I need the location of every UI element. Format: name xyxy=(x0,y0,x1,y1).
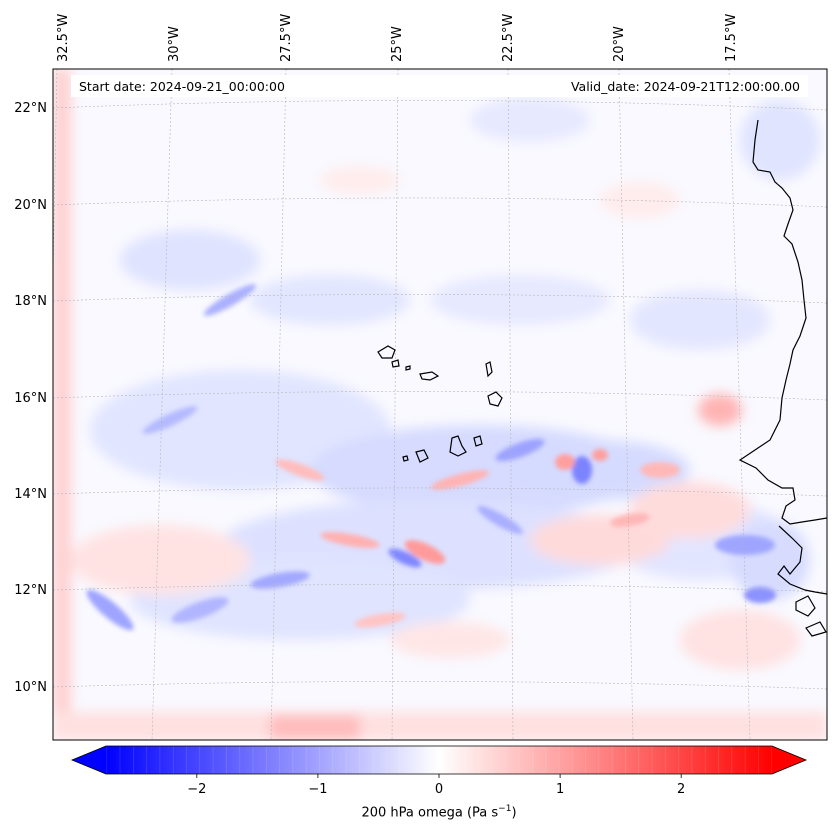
colorbar-tick-label: −1 xyxy=(308,782,327,797)
lat-label: 20°N xyxy=(14,198,47,213)
start-date-text: Start date: 2024-09-21_00:00:00 xyxy=(79,79,285,94)
lat-label: 14°N xyxy=(14,487,47,502)
colorbar-outline xyxy=(70,745,808,775)
colorbar-tick-label: 0 xyxy=(435,782,443,797)
lon-label: 22.5°W xyxy=(501,14,516,62)
latitude-labels: 22°N 20°N 18°N 16°N 14°N 12°N 10°N xyxy=(14,101,47,695)
lat-label: 22°N xyxy=(14,101,47,116)
coastline xyxy=(377,119,827,637)
colorbar-label-exponent: −1 xyxy=(498,804,512,814)
colorbar: −2 −1 0 1 2 xyxy=(70,745,808,797)
longitude-labels: 32.5°W 30°W 27.5°W 25°W 22.5°W 20°W 17.5… xyxy=(56,14,739,62)
lon-label: 20°W xyxy=(612,26,627,62)
lon-label: 30°W xyxy=(167,26,182,62)
map-frame xyxy=(52,68,828,741)
lon-label: 32.5°W xyxy=(56,14,71,62)
colorbar-min-extend xyxy=(72,746,106,774)
colorbar-tick-label: 2 xyxy=(677,782,685,797)
colorbar-ticks: −2 −1 0 1 2 xyxy=(187,774,685,797)
lon-label: 25°W xyxy=(390,26,405,62)
date-banner xyxy=(71,75,808,97)
lat-label: 12°N xyxy=(14,583,47,598)
lon-label: 17.5°W xyxy=(724,14,739,62)
colorbar-label-suffix: ) xyxy=(511,805,517,821)
lon-label: 27.5°W xyxy=(279,14,294,62)
valid-date-text: Valid_date: 2024-09-21T12:00:00.00 xyxy=(571,79,800,94)
lat-label: 16°N xyxy=(14,391,47,406)
colorbar-max-extend xyxy=(772,746,806,774)
colorbar-steps xyxy=(106,746,772,774)
colorbar-tick-label: −2 xyxy=(187,782,206,797)
lat-label: 10°N xyxy=(14,680,47,695)
colorbar-label: 200 hPa omega (Pa s−1) xyxy=(0,804,837,820)
lat-label: 18°N xyxy=(14,294,47,309)
colorbar-label-prefix: 200 hPa omega (Pa s xyxy=(361,805,499,821)
omega-field xyxy=(53,69,827,740)
colorbar-tick-label: 1 xyxy=(556,782,564,797)
